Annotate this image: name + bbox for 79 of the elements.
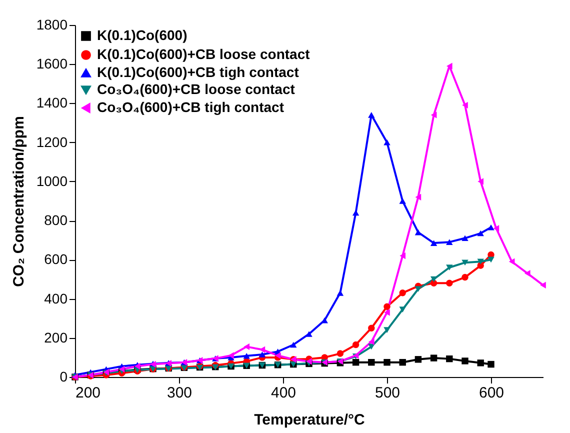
point	[290, 342, 297, 348]
point	[352, 210, 360, 216]
point	[244, 343, 250, 350]
point	[540, 282, 546, 288]
point	[477, 360, 484, 366]
point	[399, 290, 406, 296]
point	[336, 290, 344, 296]
y-tick-label: 1000	[36, 172, 68, 189]
legend-label: K(0.1)Co(600)	[97, 27, 188, 43]
point	[446, 264, 453, 270]
legend-label: K(0.1)Co(600)+CB loose contact	[97, 46, 310, 62]
point	[336, 350, 344, 357]
y-tick-label: 1800	[36, 16, 68, 32]
legend-label: Co₃O₄(600)+CB tigh contact	[97, 99, 284, 115]
point	[399, 198, 406, 204]
point	[399, 306, 406, 312]
point	[400, 252, 406, 260]
y-tick-label: 600	[44, 251, 68, 268]
point	[414, 229, 422, 236]
x-tick-label: 600	[478, 384, 504, 402]
point	[462, 102, 468, 109]
point	[306, 331, 312, 337]
point	[243, 352, 250, 359]
legend-label: Co₃O₄(600)+CB loose contact	[97, 81, 296, 97]
point	[446, 62, 452, 70]
point	[352, 358, 360, 366]
point	[430, 280, 438, 286]
x-tick-label: 200	[76, 384, 101, 402]
point	[462, 274, 468, 281]
point	[414, 286, 422, 292]
point	[488, 360, 494, 368]
point	[228, 352, 234, 359]
x-tick-label: 400	[270, 384, 296, 402]
y-axis-title: CO₂ Concentration/ppm	[10, 116, 28, 287]
y-tick-label: 400	[44, 290, 68, 306]
x-axis-title: Temperature/°C	[254, 412, 366, 428]
point	[399, 358, 406, 366]
y-tick-label: 1600	[36, 56, 68, 72]
point	[478, 178, 484, 185]
x-tick-label: 300	[166, 384, 192, 402]
point	[415, 194, 422, 200]
point	[477, 230, 484, 236]
y-tick-label: 800	[44, 212, 68, 228]
point	[493, 225, 500, 232]
point	[462, 260, 468, 266]
point	[384, 358, 390, 366]
point	[508, 258, 515, 265]
point	[446, 280, 453, 286]
point	[524, 270, 530, 277]
point	[462, 358, 468, 364]
point	[384, 309, 390, 316]
y-tick-label: 1400	[36, 94, 68, 111]
point	[258, 352, 266, 358]
point	[259, 346, 266, 353]
x-tick-label: 500	[374, 384, 400, 402]
legend-label: K(0.1)Co(600)+CB tigh contact	[97, 64, 300, 80]
point	[430, 276, 438, 282]
y-tick-label: 1200	[36, 134, 68, 150]
point	[430, 240, 438, 246]
point	[488, 256, 494, 263]
point	[414, 356, 422, 363]
y-tick-label: 200	[44, 329, 68, 346]
point	[430, 112, 437, 118]
point	[384, 303, 390, 310]
point	[352, 341, 360, 348]
point	[368, 338, 374, 346]
point	[368, 112, 375, 118]
point	[446, 239, 453, 245]
point	[368, 358, 375, 366]
point	[321, 317, 328, 324]
point	[477, 258, 484, 265]
point	[384, 327, 390, 333]
point	[384, 139, 390, 146]
point	[488, 224, 494, 230]
point	[446, 355, 453, 362]
point	[462, 235, 468, 242]
point	[430, 354, 438, 362]
y-tick-label: 0	[60, 368, 68, 384]
point	[368, 324, 375, 332]
